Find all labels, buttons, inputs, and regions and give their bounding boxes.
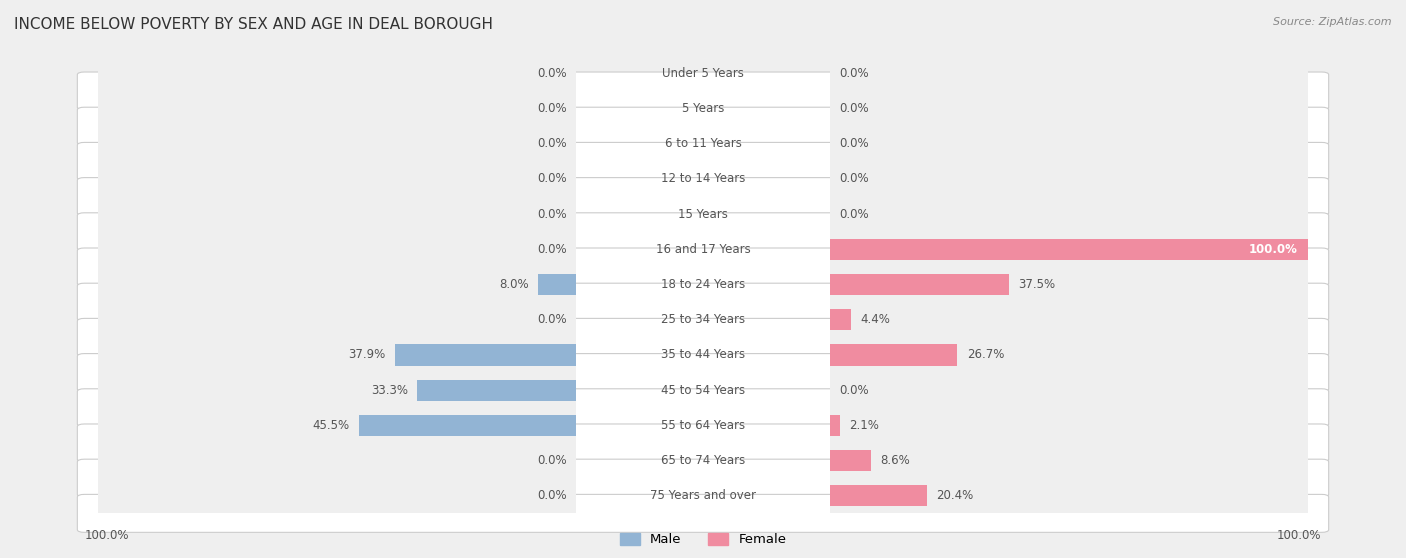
Text: 65 to 74 Years: 65 to 74 Years — [661, 454, 745, 467]
Bar — [830, 309, 851, 330]
Text: 0.0%: 0.0% — [537, 489, 567, 502]
Text: 75 Years and over: 75 Years and over — [650, 489, 756, 502]
Text: 20.4%: 20.4% — [936, 489, 974, 502]
Bar — [830, 450, 870, 471]
Text: 37.9%: 37.9% — [349, 349, 385, 362]
Text: 5 Years: 5 Years — [682, 102, 724, 115]
Text: 100.0%: 100.0% — [84, 529, 129, 542]
Text: 12 to 14 Years: 12 to 14 Years — [661, 172, 745, 185]
Text: 0.0%: 0.0% — [839, 208, 869, 220]
Text: 0.0%: 0.0% — [537, 454, 567, 467]
Text: 0.0%: 0.0% — [537, 243, 567, 256]
Text: 8.0%: 8.0% — [499, 278, 529, 291]
Bar — [359, 415, 576, 436]
Text: INCOME BELOW POVERTY BY SEX AND AGE IN DEAL BOROUGH: INCOME BELOW POVERTY BY SEX AND AGE IN D… — [14, 17, 494, 32]
Bar — [830, 485, 927, 506]
Text: 0.0%: 0.0% — [537, 137, 567, 150]
Text: 15 Years: 15 Years — [678, 208, 728, 220]
Text: 100.0%: 100.0% — [1277, 529, 1322, 542]
Bar — [395, 344, 576, 365]
Text: 25 to 34 Years: 25 to 34 Years — [661, 313, 745, 326]
Text: 37.5%: 37.5% — [1018, 278, 1056, 291]
Bar — [830, 415, 839, 436]
Text: 0.0%: 0.0% — [537, 102, 567, 115]
Text: 45 to 54 Years: 45 to 54 Years — [661, 384, 745, 397]
Text: 4.4%: 4.4% — [860, 313, 890, 326]
Text: 26.7%: 26.7% — [967, 349, 1004, 362]
Bar — [538, 274, 576, 295]
Text: 0.0%: 0.0% — [537, 208, 567, 220]
Text: 55 to 64 Years: 55 to 64 Years — [661, 419, 745, 432]
Legend: Male, Female: Male, Female — [614, 527, 792, 551]
Text: 0.0%: 0.0% — [537, 67, 567, 80]
Text: 8.6%: 8.6% — [880, 454, 910, 467]
Text: 0.0%: 0.0% — [537, 172, 567, 185]
Text: 0.0%: 0.0% — [839, 102, 869, 115]
Text: 6 to 11 Years: 6 to 11 Years — [665, 137, 741, 150]
Text: 0.0%: 0.0% — [839, 137, 869, 150]
Text: 2.1%: 2.1% — [849, 419, 879, 432]
Bar — [830, 239, 1308, 260]
Text: 100.0%: 100.0% — [1249, 243, 1298, 256]
Text: 18 to 24 Years: 18 to 24 Years — [661, 278, 745, 291]
Text: 35 to 44 Years: 35 to 44 Years — [661, 349, 745, 362]
Text: 0.0%: 0.0% — [537, 313, 567, 326]
Text: 0.0%: 0.0% — [839, 67, 869, 80]
Bar — [830, 274, 1010, 295]
Text: 0.0%: 0.0% — [839, 384, 869, 397]
Bar — [830, 344, 957, 365]
Text: 45.5%: 45.5% — [312, 419, 349, 432]
Text: Under 5 Years: Under 5 Years — [662, 67, 744, 80]
Text: 0.0%: 0.0% — [839, 172, 869, 185]
Text: Source: ZipAtlas.com: Source: ZipAtlas.com — [1274, 17, 1392, 27]
Bar — [418, 379, 576, 401]
Text: 16 and 17 Years: 16 and 17 Years — [655, 243, 751, 256]
Text: 33.3%: 33.3% — [371, 384, 408, 397]
